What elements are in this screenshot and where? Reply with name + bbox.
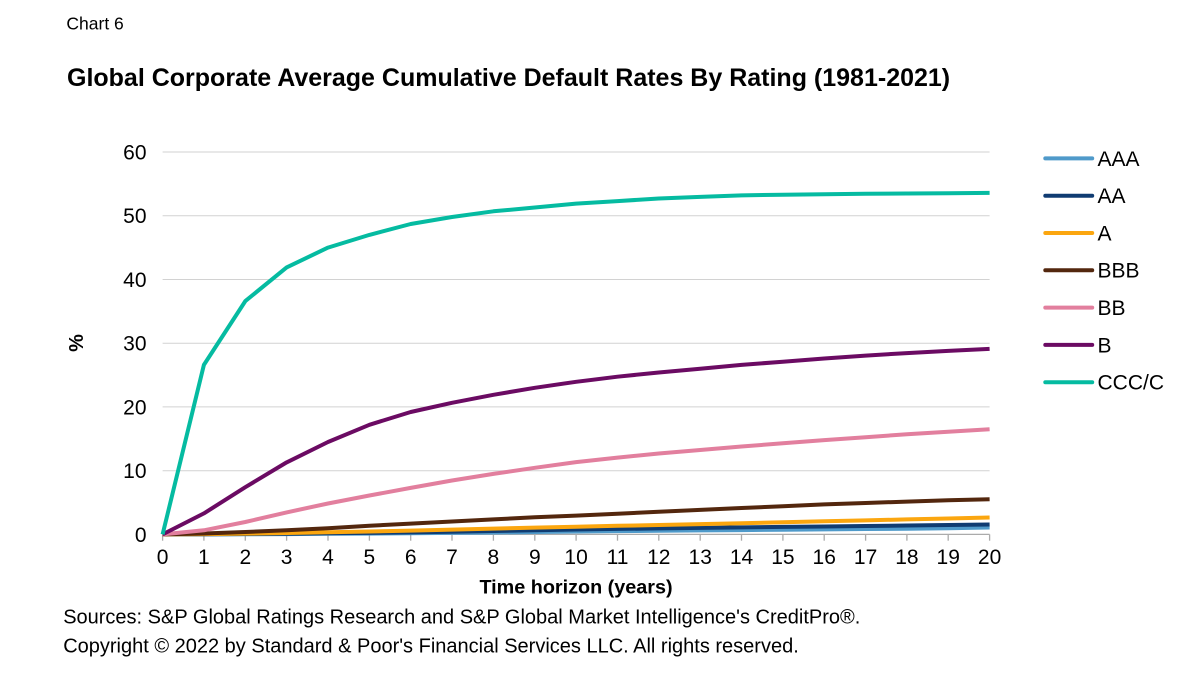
svg-text:18: 18	[895, 546, 918, 569]
svg-text:3: 3	[281, 546, 293, 569]
svg-text:60: 60	[123, 141, 146, 164]
svg-text:14: 14	[730, 546, 754, 569]
svg-text:A: A	[1098, 222, 1112, 245]
svg-text:19: 19	[937, 546, 960, 569]
svg-text:AA: AA	[1098, 185, 1126, 208]
svg-text:50: 50	[123, 205, 146, 228]
svg-text:17: 17	[854, 546, 877, 569]
svg-text:0: 0	[157, 546, 169, 569]
svg-text:Sources: S&P Global Ratings Re: Sources: S&P Global Ratings Research and…	[63, 606, 860, 628]
svg-text:15: 15	[771, 546, 794, 569]
svg-text:B: B	[1098, 334, 1112, 357]
svg-text:Copyright © 2022 by Standard &: Copyright © 2022 by Standard & Poor's Fi…	[63, 636, 799, 658]
svg-text:5: 5	[364, 546, 376, 569]
svg-text:10: 10	[564, 546, 587, 569]
svg-text:4: 4	[322, 546, 334, 569]
svg-text:12: 12	[647, 546, 670, 569]
svg-text:11: 11	[607, 546, 629, 569]
svg-text:%: %	[66, 334, 88, 352]
svg-text:BBB: BBB	[1098, 260, 1140, 283]
svg-text:AAA: AAA	[1098, 148, 1140, 171]
svg-text:13: 13	[689, 546, 712, 569]
svg-text:16: 16	[813, 546, 836, 569]
svg-text:10: 10	[123, 460, 146, 483]
svg-text:30: 30	[123, 333, 146, 356]
svg-text:0: 0	[135, 524, 147, 547]
svg-text:2: 2	[239, 546, 251, 569]
svg-text:Chart 6: Chart 6	[66, 14, 123, 34]
svg-text:20: 20	[978, 546, 1001, 569]
svg-text:CCC/C: CCC/C	[1098, 372, 1165, 395]
svg-text:40: 40	[123, 269, 146, 292]
svg-text:20: 20	[123, 396, 146, 419]
svg-text:6: 6	[405, 546, 417, 569]
svg-text:Global Corporate Average Cumul: Global Corporate Average Cumulative Defa…	[67, 64, 950, 92]
svg-text:Time horizon (years): Time horizon (years)	[479, 577, 672, 599]
svg-text:1: 1	[198, 546, 210, 569]
svg-text:BB: BB	[1098, 297, 1126, 320]
svg-text:9: 9	[529, 546, 541, 569]
svg-text:7: 7	[446, 546, 458, 569]
svg-text:8: 8	[488, 546, 500, 569]
